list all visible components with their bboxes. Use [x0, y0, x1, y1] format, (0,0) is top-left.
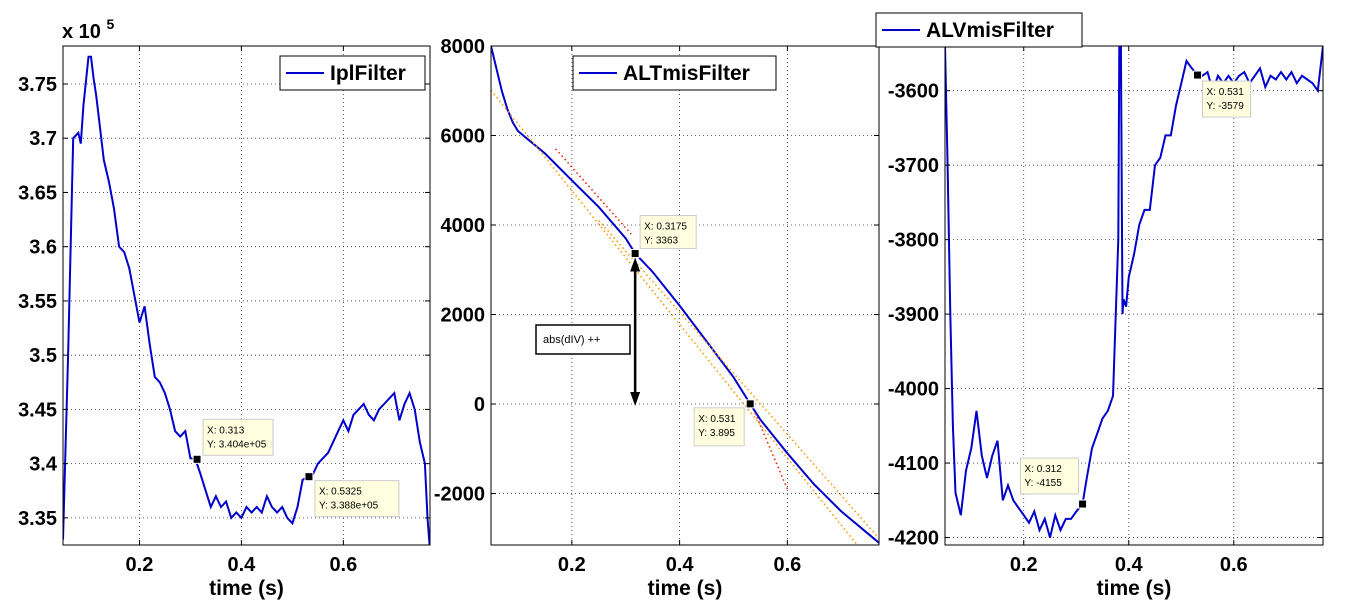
y-tick-label: -4000 — [888, 379, 939, 401]
x-axis-label: time (s) — [648, 577, 723, 600]
datatip-x-label: X: 0.312 — [1025, 464, 1063, 475]
datatip-marker — [630, 249, 640, 259]
x-tick-label: 0.2 — [558, 554, 586, 576]
datatip-x-label: X: 0.313 — [207, 425, 245, 436]
y-tick-label: 3.35 — [18, 508, 57, 530]
series-line — [945, 46, 1323, 538]
datatip-x-label: X: 0.5325 — [319, 487, 362, 498]
y-tick-label: 3.75 — [18, 74, 57, 96]
y-tick-label: -4100 — [888, 453, 939, 475]
y-tick-label: -3700 — [888, 155, 939, 177]
datatip-y-label: Y: 3363 — [644, 236, 678, 247]
x-tick-label: 0.4 — [666, 554, 695, 576]
series-line — [63, 55, 430, 545]
datatip-x-label: X: 0.3175 — [644, 222, 687, 233]
x-tick-label: 0.2 — [126, 554, 154, 576]
y-exponent-label: x 10 5 — [62, 16, 115, 43]
y-tick-label: -2000 — [434, 484, 485, 506]
y-tick-label: 4000 — [441, 215, 486, 237]
datatip-marker — [192, 454, 202, 464]
panel-alvmisfilter: 0.2 0.4 0.6 -4200 -4100 -4000 -3900 -3800 -3700 -… — [875, 12, 1324, 600]
tangent-line — [491, 89, 859, 545]
tangent-line — [598, 219, 879, 539]
plot-area — [491, 46, 879, 545]
y-tick-label: 3.65 — [18, 182, 57, 204]
x-axis-label: time (s) — [1097, 577, 1172, 600]
x-tick-label: 0.2 — [1010, 554, 1038, 576]
tangent-line — [754, 412, 789, 490]
axes-frame — [490, 45, 880, 546]
series-group — [63, 55, 430, 545]
y-tick-label: 2000 — [441, 305, 486, 327]
y-tick-label: -4200 — [888, 528, 939, 550]
legend-label: ALVmisFilter — [926, 19, 1054, 42]
panel-iplfilter: x 10 5 0.2 0.4 0.6 3.35 3.4 3.45 3.5 3.55 3.6 3.6… — [18, 16, 431, 600]
y-tick-label: -3600 — [888, 81, 939, 103]
datatip-marker — [1078, 499, 1088, 509]
datatip-box — [202, 418, 274, 456]
y-tick-label: 3.4 — [29, 454, 58, 476]
y-tick-label: 3.45 — [18, 399, 57, 421]
y-tick-label: 3.7 — [29, 128, 57, 150]
datatip-box — [693, 407, 745, 447]
x-tick-label: 0.6 — [773, 554, 801, 576]
y-tick-label: -3900 — [888, 304, 939, 326]
y-tick-label: 3.5 — [29, 345, 57, 367]
annotation-box — [535, 324, 631, 355]
y-tick-label: 3.55 — [18, 291, 57, 313]
series-group — [945, 46, 1323, 538]
arrow-head-down — [630, 392, 641, 407]
datatip-box — [639, 215, 697, 250]
y-tick-label: 3.6 — [29, 237, 57, 259]
x-axis-label: time (s) — [209, 577, 284, 600]
x-tick-label: 0.4 — [227, 554, 256, 576]
x-tick-label: 0.4 — [1115, 554, 1144, 576]
legend-label: ALTmisFilter — [623, 62, 750, 85]
datatip-y-label: Y: 3.895 — [698, 428, 735, 439]
panel-altmisfilter: 0.2 0.4 0.6 -2000 0 2000 4000 6000 8000 time (s) X… — [434, 36, 880, 600]
datatip-x-label: X: 0.531 — [698, 414, 736, 425]
legend-label: IplFilter — [330, 62, 406, 85]
arrow-head-up — [630, 257, 641, 272]
y-tick-label: 6000 — [441, 126, 486, 148]
datatip-box — [314, 480, 400, 518]
datatip-y-label: Y: -4155 — [1025, 478, 1063, 489]
datatip-y-label: Y: 3.388e+05 — [319, 501, 379, 512]
tangent-line — [555, 148, 632, 235]
plot-area — [945, 46, 1323, 545]
x-tick-label: 0.6 — [1220, 554, 1248, 576]
datatip-marker — [745, 399, 755, 409]
y-tick-label: -3800 — [888, 230, 939, 252]
x-tick-label: 0.6 — [329, 554, 357, 576]
datatip-y-label: Y: 3.404e+05 — [207, 439, 267, 450]
datatip-marker — [1193, 70, 1203, 80]
datatip-y-label: Y: -3579 — [1207, 101, 1245, 112]
axes-frame — [944, 45, 1324, 546]
datatip-x-label: X: 0.531 — [1207, 87, 1245, 98]
annotation-text: abs(dIV) ++ — [543, 334, 600, 346]
y-tick-label: 8000 — [441, 36, 486, 58]
y-tick-label: 0 — [474, 394, 485, 416]
datatip-box — [1020, 457, 1080, 495]
datatip-marker — [304, 472, 314, 482]
axes-frame — [62, 45, 431, 546]
datatip-box — [1202, 80, 1252, 118]
plot-area — [63, 46, 430, 545]
